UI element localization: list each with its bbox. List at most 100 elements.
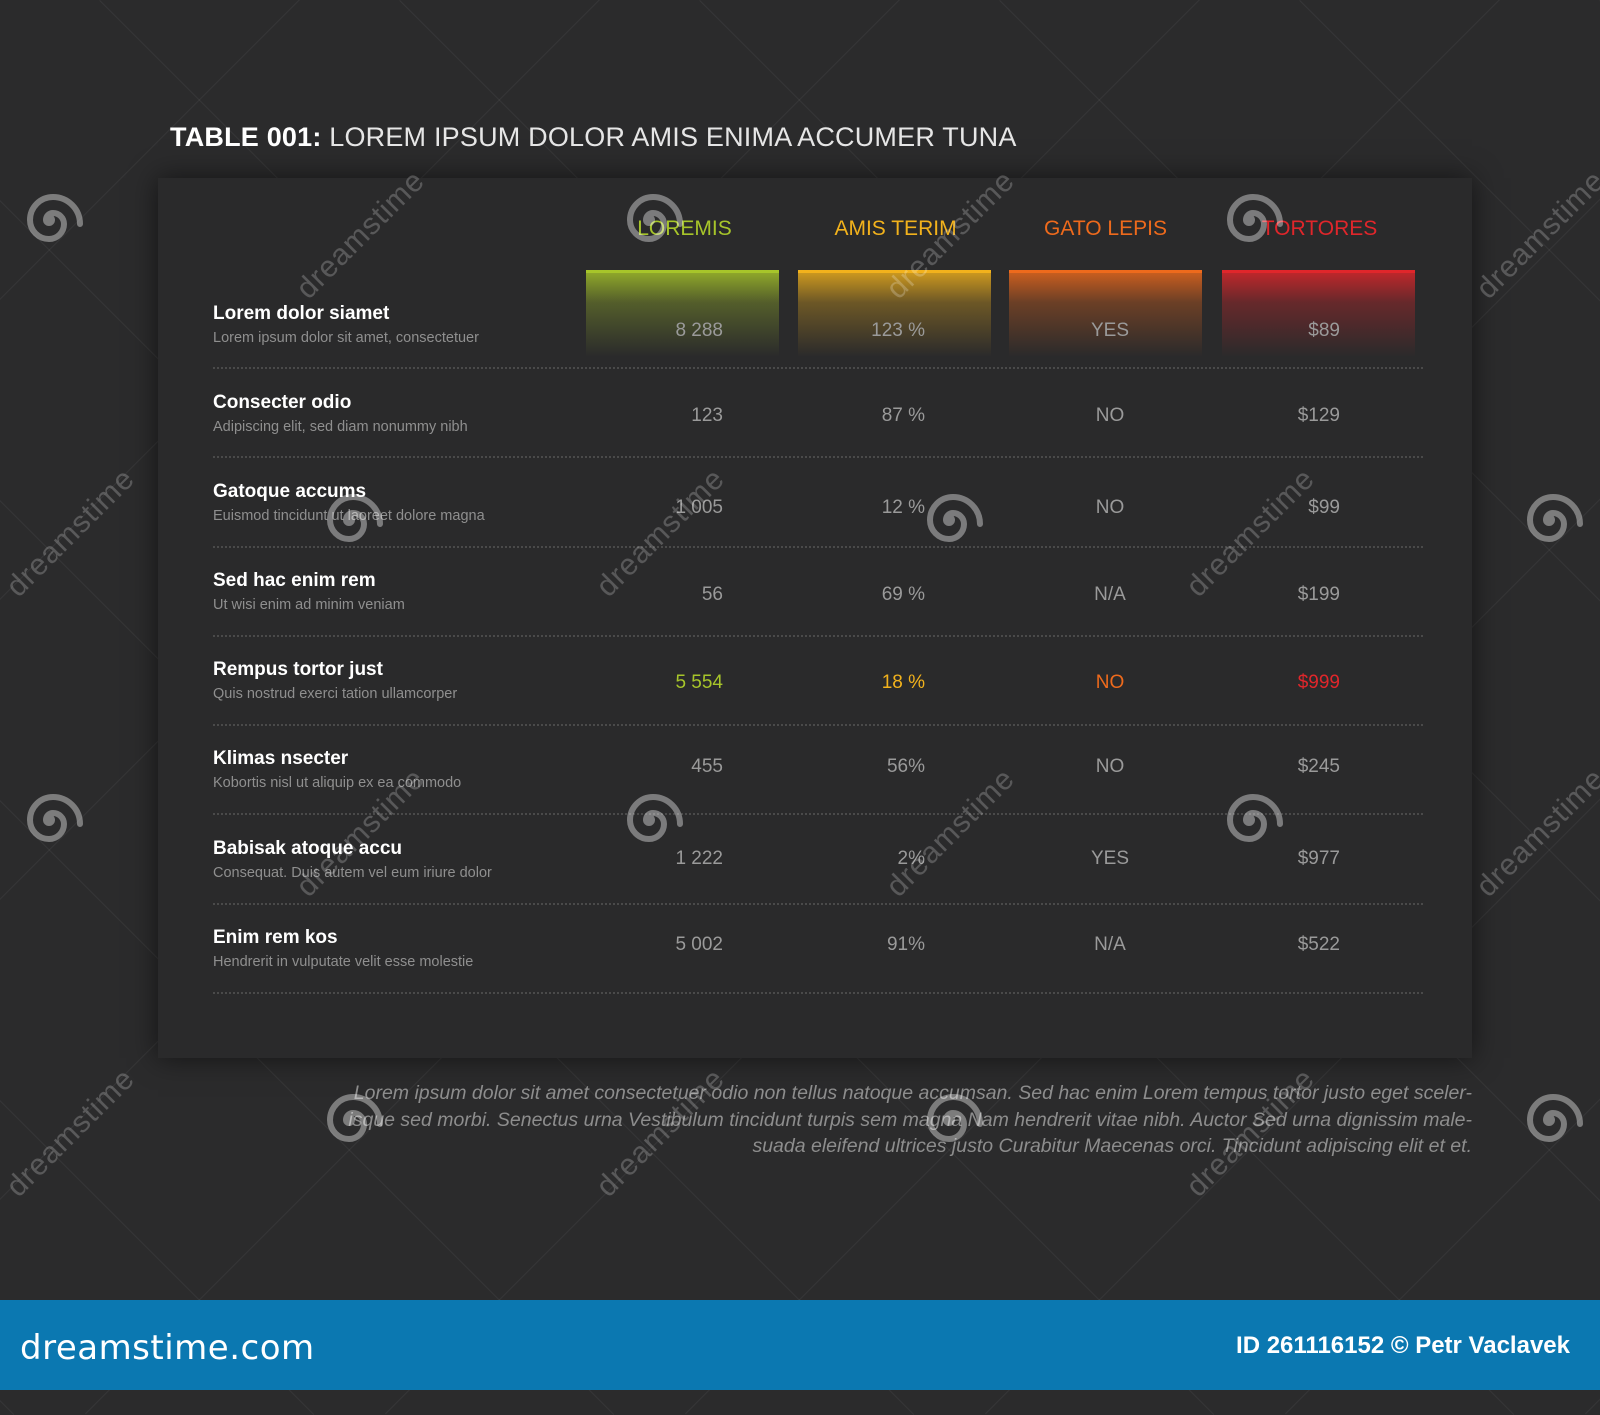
watermark-spiral-icon — [612, 783, 686, 857]
column-header-4: TORTORES — [1223, 217, 1416, 241]
row-label: Lorem dolor siamet Lorem ipsum dolor sit … — [213, 303, 479, 346]
image-credit: ID 261116152 © Petr Vaclavek — [1236, 1332, 1570, 1359]
table-cell: 8 288 — [675, 320, 723, 341]
table-cell: $129 — [1297, 405, 1340, 426]
footnote-line-1: Lorem ipsum dolor sit amet consectetuer … — [353, 1082, 1472, 1104]
watermark-spiral-icon — [312, 1083, 386, 1157]
table-cell: 2% — [897, 848, 925, 869]
table-cell: 1 005 — [675, 497, 723, 518]
table-cell: NO — [1095, 756, 1125, 777]
row-subtitle: Hendrerit in vulputate velit esse molest… — [213, 954, 474, 970]
row-title: Babisak atoque accu — [213, 838, 403, 859]
row-title: Klimas nsecter — [213, 748, 349, 769]
row-title: Enim rem kos — [213, 927, 338, 948]
table-cell: $99 — [1308, 497, 1340, 518]
table-cell: $999 — [1297, 672, 1340, 693]
page-title: TABLE 001: LOREM IPSUM DOLOR AMIS ENIMA … — [170, 122, 1017, 153]
footnote: Lorem ipsum dolor sit amet consectetuer … — [225, 1080, 1472, 1160]
table-cell: $522 — [1297, 934, 1340, 955]
row-subtitle: Lorem ipsum dolor sit amet, consectetuer — [213, 330, 479, 346]
column-label: TORTORES — [1261, 217, 1378, 240]
row-title: Rempus tortor just — [213, 659, 383, 680]
table-cell: N/A — [1094, 934, 1126, 955]
column-header-2: AMIS TERIM — [799, 217, 992, 241]
row-divider — [213, 635, 1423, 637]
watermark-spiral-icon — [1212, 183, 1286, 257]
row-divider — [213, 367, 1423, 369]
row-title: Consecter odio — [213, 392, 352, 413]
row-title: Sed hac enim rem — [213, 570, 376, 591]
watermark-text: dreamstime — [0, 1062, 142, 1204]
row-divider — [213, 546, 1423, 548]
row-divider — [213, 992, 1423, 994]
row-label: Gatoque accums Euismod tincidunt ut laore… — [213, 481, 485, 524]
column-label: GATO LEPIS — [1044, 217, 1167, 240]
table-cell: $977 — [1297, 848, 1340, 869]
table-cell: 91% — [886, 934, 925, 955]
row-label: Rempus tortor just Quis nostrud exerci ta… — [213, 659, 457, 702]
table-cell: NO — [1095, 497, 1125, 518]
row-label: Sed hac enim rem Ut wisi enim ad minim ve… — [213, 570, 405, 613]
column-header-1: LOREMIS — [588, 217, 781, 241]
watermark-spiral-icon — [1512, 483, 1586, 557]
footer-bar: dreamstime.com ID 261116152 © Petr Vacla… — [0, 1300, 1600, 1390]
watermark-text: dreamstime — [1470, 164, 1600, 306]
table-cell: 1 222 — [675, 848, 723, 869]
row-label: Klimas nsecter Kobortis nisl ut aliquip e… — [213, 748, 461, 791]
table-cell: 5 002 — [675, 934, 723, 955]
row-label: Enim rem kos Hendrerit in vulputate velit… — [213, 927, 473, 970]
table-cell: $199 — [1297, 584, 1340, 605]
row-subtitle: Quis nostrud exerci tation ullamcorper — [213, 686, 458, 702]
column-gradient-4 — [1222, 270, 1415, 357]
table-cell: 18 % — [881, 672, 925, 693]
footnote-line-2: isque sed morbi. Senectus urna Vestibulu… — [348, 1108, 1472, 1131]
row-divider — [213, 813, 1423, 815]
row-label: Babisak atoque accu Consequat. Duis autem… — [213, 838, 492, 881]
row-divider — [213, 903, 1423, 905]
row-subtitle: Kobortis nisl ut aliquip ex ea commodo — [213, 775, 462, 791]
row-subtitle: Adipiscing elit, sed diam nonummy nibh — [213, 419, 468, 435]
table-cell: 5 554 — [675, 672, 723, 693]
table-title: LOREM IPSUM DOLOR AMIS ENIMA ACCUMER TUN… — [329, 122, 1017, 152]
table-cell: YES — [1090, 848, 1130, 869]
table-cell: $89 — [1308, 320, 1340, 341]
column-label: LOREMIS — [637, 217, 732, 240]
table-cell: 56% — [886, 756, 925, 777]
row-subtitle: Ut wisi enim ad minim veniam — [213, 597, 405, 613]
watermark-spiral-icon — [612, 183, 686, 257]
table-cell: 12 % — [881, 497, 925, 518]
watermark-spiral-icon — [12, 783, 86, 857]
brand-logo: dreamstime.com — [20, 1328, 315, 1368]
column-label: AMIS TERIM — [834, 217, 957, 240]
watermark-spiral-icon — [12, 183, 86, 257]
watermark-spiral-icon — [1212, 783, 1286, 857]
row-title: Gatoque accums — [213, 481, 367, 502]
column-gradient-3 — [1009, 270, 1202, 357]
row-label: Consecter odio Adipiscing elit, sed diam … — [213, 392, 468, 435]
table-cell: 87 % — [881, 405, 925, 426]
table-cell: YES — [1090, 320, 1130, 341]
column-gradient-1 — [586, 270, 779, 357]
table-number: TABLE 001: — [170, 122, 322, 152]
watermark-spiral-icon — [912, 483, 986, 557]
row-subtitle: Consequat. Duis autem vel eum iriure dol… — [213, 865, 492, 881]
table-cell: NO — [1095, 405, 1125, 426]
column-header-3: GATO LEPIS — [1009, 217, 1202, 241]
watermark-spiral-icon — [312, 483, 386, 557]
column-gradient-2 — [798, 270, 991, 357]
table-cell: N/A — [1094, 584, 1126, 605]
row-title: Lorem dolor siamet — [213, 303, 390, 324]
table-cell: 123 — [691, 405, 723, 426]
table-cell: NO — [1095, 672, 1125, 693]
row-divider — [213, 456, 1423, 458]
table-cell: 69 % — [881, 584, 925, 605]
table-cell: 123 % — [871, 320, 925, 341]
table-cell: 56 — [701, 584, 723, 605]
watermark-spiral-icon — [1512, 1083, 1586, 1157]
footnote-line-3: suada eleifend ultrices justo Curabitur … — [752, 1135, 1472, 1157]
row-divider — [213, 724, 1423, 726]
table-cell: 455 — [691, 756, 723, 777]
watermark-spiral-icon — [912, 1083, 986, 1157]
row-subtitle: Euismod tincidunt ut laoreet dolore magn… — [213, 508, 485, 524]
table-cell: $245 — [1297, 756, 1340, 777]
